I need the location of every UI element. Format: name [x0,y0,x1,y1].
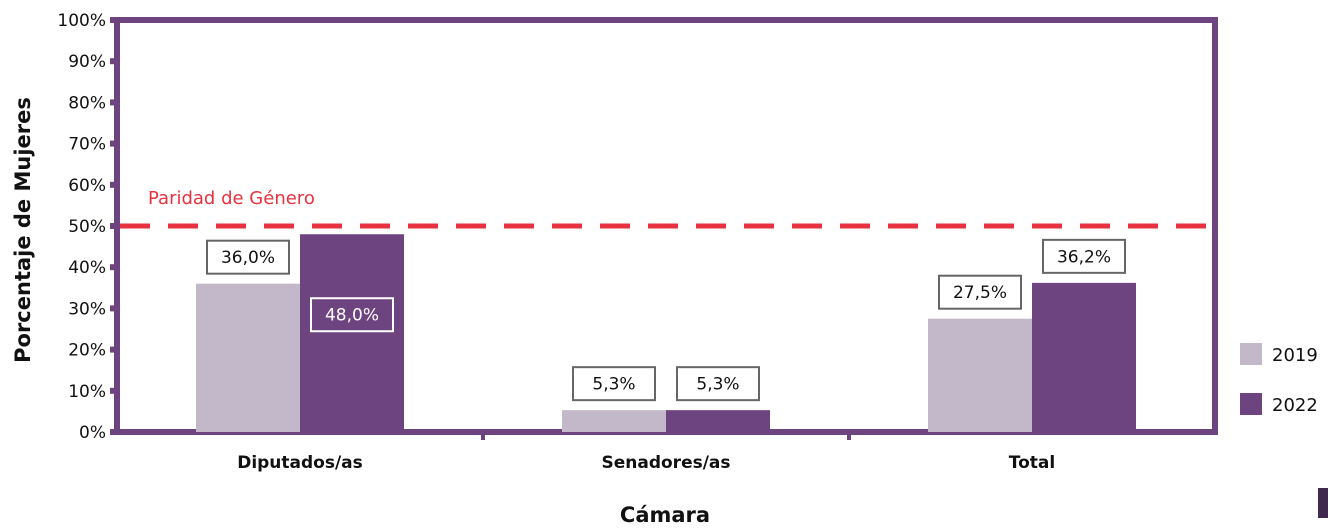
y-tick-mark [110,223,117,229]
x-category-label: Senadores/as [601,453,730,473]
data-label: 36,2% [1042,238,1126,274]
y-tick-label: 80% [68,93,106,113]
y-tick-mark [110,181,117,188]
y-tick-label: 50% [68,217,106,237]
data-label-text: 5,3% [592,375,635,395]
data-label-text: 5,3% [696,375,739,395]
x-axis-title: Cámara [620,503,710,527]
reference-line-label: Paridad de Género [148,188,315,209]
y-tick-label: 30% [68,299,106,319]
data-label-text: 36,0% [221,248,275,268]
y-tick-label: 40% [68,258,106,278]
data-label: 5,3% [572,366,656,402]
data-label-text: 27,5% [953,283,1007,303]
y-tick-label: 100% [57,11,106,31]
y-axis-ticks: 0% 10% 20% 30% 40% 50% 60% 70% 80% 90% 100% [57,11,117,443]
bar-2022-0 [300,234,404,432]
y-tick-label: 60% [68,176,106,196]
bar-2022-2 [1032,282,1136,432]
data-label: 48,0% [310,297,394,333]
y-tick-mark [110,305,117,312]
legend: 2019 2022 [1240,343,1318,416]
y-tick-mark [110,264,117,271]
y-tick-label: 0% [79,423,106,443]
y-tick-mark [110,140,117,147]
legend-item: 2019 [1240,343,1318,366]
bars [196,234,1136,432]
x-axis-categories: Diputados/as Senadores/as Total [237,453,1055,473]
x-tick-mark [481,432,485,440]
y-tick-label: 10% [68,382,106,402]
legend-swatch [1240,393,1262,415]
bar-2019-0 [196,283,300,432]
x-category-label: Total [1009,453,1055,473]
y-tick-mark [110,387,117,394]
y-axis-title: Porcentaje de Mujeres [11,97,35,363]
reference-line-group: Paridad de Género [120,188,1212,229]
legend-label: 2019 [1272,345,1318,366]
data-label-box [938,274,1022,310]
data-label: 36,0% [206,239,290,275]
data-label-box [676,366,760,402]
legend-item: 2022 [1240,393,1318,416]
legend-swatch [1240,343,1262,365]
data-label-text: 48,0% [325,306,379,326]
x-category-label: Diputados/as [237,453,363,473]
y-tick-label: 20% [68,341,106,361]
data-label: 5,3% [676,366,760,402]
legend-label: 2022 [1272,395,1318,416]
y-tick-mark [110,58,117,65]
y-tick-label: 90% [68,52,106,72]
data-label-box [206,239,290,275]
data-label-box [310,297,394,333]
x-tick-mark [847,432,851,440]
y-tick-mark [110,346,117,353]
data-label-box [1042,238,1126,274]
data-label-box [572,366,656,402]
corner-logo-fragment [1318,488,1328,518]
data-label: 27,5% [938,274,1022,310]
y-tick-mark [110,99,117,106]
bar-2019-1 [562,410,666,432]
bar-2022-1 [666,410,770,432]
y-tick-label: 70% [68,135,106,155]
bar-2019-2 [928,318,1032,432]
data-labels: 36,0% 5,3% 27,5% 48,0% 5,3% 36,2% [206,238,1126,402]
y-tick-mark [110,429,117,435]
y-tick-mark [110,17,117,23]
data-label-text: 36,2% [1057,247,1111,267]
